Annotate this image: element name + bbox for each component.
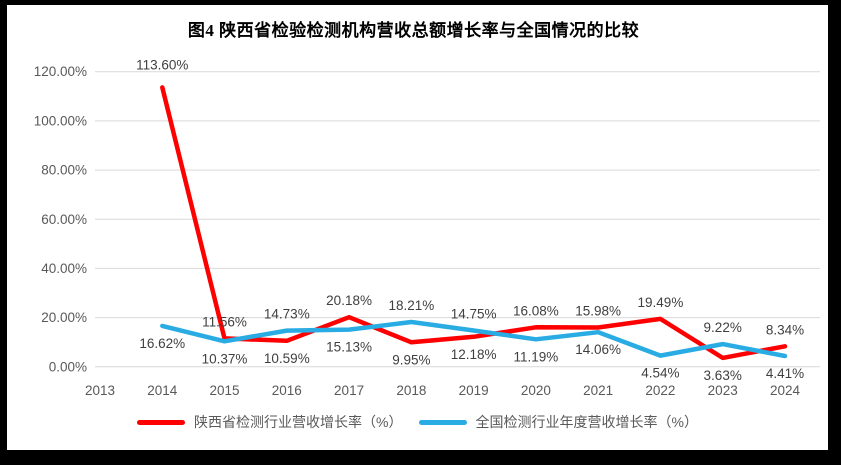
y-axis-tick-label: 80.00% [41, 163, 87, 178]
data-label: 4.41% [766, 366, 804, 381]
chart-canvas: 图4 陕西省检验检测机构营收总额增长率与全国情况的比较 120.00% 100.0… [7, 5, 828, 450]
data-label: 19.49% [638, 295, 684, 310]
data-label: 14.75% [451, 307, 497, 322]
chart-legend: 陕西省检测行业营收增长率（%） 全国检测行业年度营收增长率（%） [7, 412, 828, 432]
data-label: 16.62% [139, 336, 185, 351]
data-label: 14.06% [575, 342, 621, 357]
legend-item-national: 全国检测行业年度营收增长率（%） [418, 412, 698, 432]
data-label: 20.18% [326, 293, 372, 308]
series-line-shaanxi [160, 85, 788, 361]
data-label: 10.37% [202, 351, 248, 366]
data-label: 4.54% [641, 366, 679, 381]
y-axis-tick-label: 40.00% [41, 261, 87, 276]
data-label: 11.19% [513, 349, 558, 364]
x-axis-label: 2024 [770, 383, 801, 398]
data-label: 10.59% [264, 351, 310, 366]
legend-line-swatch-red [137, 419, 186, 425]
data-label: 8.34% [766, 322, 804, 337]
data-label: 11.56% [202, 314, 247, 329]
x-axis-label: 2017 [334, 383, 364, 398]
x-axis-label: 2021 [583, 383, 613, 398]
x-axis-label: 2019 [459, 383, 489, 398]
data-label: 3.63% [704, 368, 742, 383]
data-label: 18.21% [388, 298, 434, 313]
x-axis-label: 2014 [147, 383, 178, 398]
y-axis-tick-label: 120.00% [34, 64, 87, 79]
legend-item-shaanxi: 陕西省检测行业营收增长率（%） [137, 412, 403, 432]
line-chart-plot: 120.00% 100.00% 80.00% 60.00% 40.00% 20.00% 0.… [34, 57, 820, 398]
data-label: 15.13% [326, 340, 372, 355]
y-axis-tick-label: 20.00% [41, 310, 87, 325]
x-axis-label: 2023 [708, 383, 738, 398]
legend-label-shaanxi: 陕西省检测行业营收增长率（%） [194, 414, 403, 430]
chart-title: 图4 陕西省检验检测机构营收总额增长率与全国情况的比较 [187, 21, 640, 40]
y-axis-tick-label: 60.00% [41, 212, 87, 227]
x-axis-label: 2015 [210, 383, 240, 398]
data-label: 113.60% [136, 57, 188, 72]
data-label: 15.98% [575, 304, 621, 319]
series-line-national [160, 319, 788, 359]
y-axis-tick-label: 0.00% [49, 359, 87, 374]
x-axis-label: 2022 [645, 383, 675, 398]
x-axis-label: 2018 [396, 383, 426, 398]
data-label: 9.22% [704, 320, 742, 335]
x-axis-label: 2013 [85, 383, 115, 398]
data-label: 16.08% [513, 303, 559, 318]
legend-line-swatch-blue [418, 419, 467, 425]
data-label: 14.73% [264, 307, 310, 322]
data-label: 9.95% [392, 352, 430, 367]
x-axis-label: 2016 [272, 383, 302, 398]
legend-label-national: 全国检测行业年度营收增长率（%） [475, 414, 698, 430]
x-axis-label: 2020 [521, 383, 551, 398]
y-axis-tick-label: 100.00% [34, 113, 87, 128]
data-label: 12.18% [451, 347, 497, 362]
